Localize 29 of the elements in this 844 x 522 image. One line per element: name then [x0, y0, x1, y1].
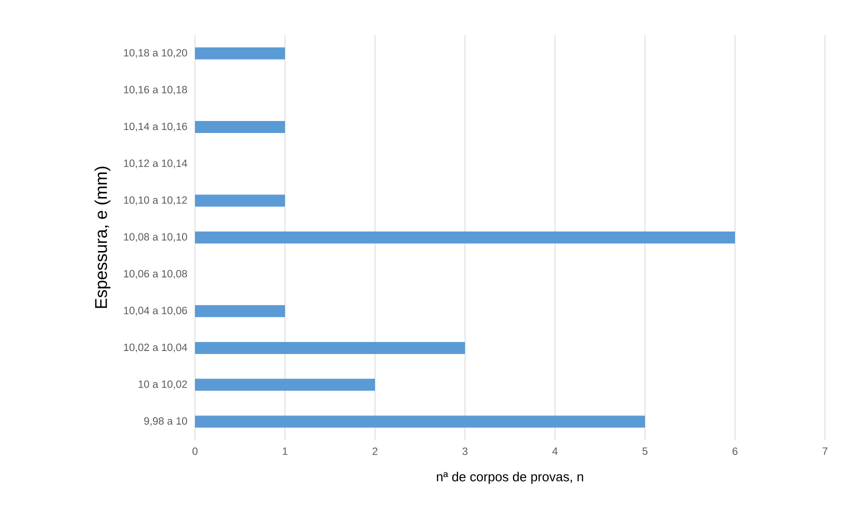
y-tick-label: 10,02 a 10,04 — [124, 344, 188, 352]
y-axis-title: Espessura, e (mm) — [94, 166, 110, 308]
x-tick-label: 5 — [642, 448, 648, 455]
bar — [195, 194, 285, 207]
y-tick-label: 10,14 a 10,16 — [124, 122, 187, 132]
x-tick-label: 1 — [282, 448, 288, 455]
y-tick-label: 10 a 10,02 — [138, 380, 187, 390]
y-tick-label: 10,06 a 10,08 — [124, 270, 188, 279]
y-tick-label: 10,08 a 10,10 — [124, 233, 188, 242]
x-tick-label: 4 — [552, 448, 558, 455]
x-axis-title: nª de corpos de provas, n — [436, 472, 584, 484]
y-tick-label: 10,10 a 10,12 — [124, 196, 187, 206]
x-tick-label: 6 — [732, 448, 738, 455]
x-tick-label: 3 — [462, 448, 468, 455]
y-tick-label: 10,18 a 10,20 — [124, 49, 188, 58]
x-tick-label: 2 — [372, 448, 378, 455]
bar — [195, 342, 465, 354]
bar — [195, 47, 285, 60]
y-tick-label: 10,12 a 10,14 — [124, 160, 188, 168]
bar — [195, 121, 285, 134]
y-tick-label: 9,98 a 10 — [144, 417, 188, 426]
y-tick-label: 10,16 a 10,18 — [124, 86, 188, 95]
bar — [195, 416, 646, 428]
x-tick-label: 0 — [192, 448, 198, 455]
bar — [195, 232, 736, 244]
bar — [195, 378, 375, 391]
bar — [195, 305, 285, 318]
x-tick-label: 7 — [822, 448, 828, 455]
y-tick-label: 10,04 a 10,06 — [124, 306, 187, 316]
